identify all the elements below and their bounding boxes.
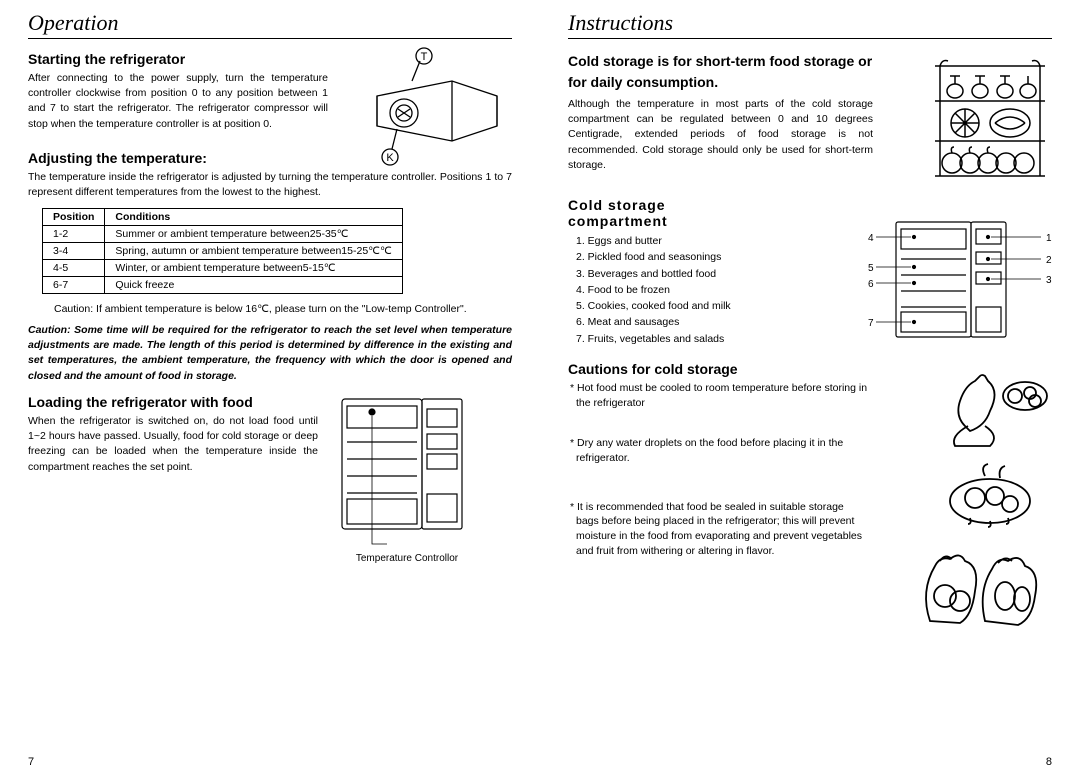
right-page: Instructions Cold storage is for short-t… — [540, 0, 1080, 776]
cold-text: Although the temperature in most parts o… — [568, 97, 873, 173]
caution-lowtemp: Caution: If ambient temperature is below… — [54, 302, 484, 317]
loading-text: When the refrigerator is switched on, do… — [28, 414, 318, 475]
fridge-diagram: Temperature Controllor — [332, 394, 482, 564]
th-conditions: Conditions — [105, 209, 402, 226]
svg-text:2: 2 — [1046, 255, 1052, 266]
caution-item-2: * Dry any water droplets on the food bef… — [568, 436, 868, 465]
conditions-table: Position Conditions 1-2Summer or ambient… — [42, 208, 403, 294]
page-number-left: 7 — [28, 756, 34, 768]
page-header-right: Instructions — [568, 10, 1052, 39]
svg-text:1: 1 — [1046, 233, 1052, 244]
italic-caution: Caution: Some time will be required for … — [28, 323, 512, 384]
compartment-title: Cold storage compartment — [568, 197, 758, 229]
svg-text:7: 7 — [868, 318, 874, 329]
th-position: Position — [43, 209, 105, 226]
label-t: T — [421, 51, 428, 63]
bags-icon — [910, 541, 1060, 636]
fridge-numbered-diagram: 4 5 6 7 1 2 3 — [846, 217, 1056, 347]
svg-text:6: 6 — [868, 279, 874, 290]
fridge-caption: Temperature Controllor — [332, 553, 482, 564]
left-page: Operation Starting the refrigerator Afte… — [0, 0, 540, 776]
page-header-left: Operation — [28, 10, 512, 39]
label-k: K — [386, 152, 394, 164]
svg-text:4: 4 — [868, 233, 874, 244]
controller-diagram: T K — [342, 41, 522, 181]
food-shelf-icon — [920, 51, 1060, 181]
caution-item-3: * It is recommended that food be sealed … — [568, 500, 868, 559]
drip-food-icon — [930, 456, 1060, 531]
svg-text:5: 5 — [868, 263, 874, 274]
page-number-right: 8 — [1046, 756, 1052, 768]
cold-title: Cold storage is for short-term food stor… — [568, 51, 878, 93]
starting-text: After connecting to the power supply, tu… — [28, 71, 328, 132]
compartment-list: 1. Eggs and butter 2. Pickled food and s… — [568, 233, 818, 347]
caution-item-1: * Hot food must be cooled to room temper… — [568, 381, 868, 410]
svg-text:3: 3 — [1046, 275, 1052, 286]
bottle-food-icon — [930, 371, 1060, 451]
